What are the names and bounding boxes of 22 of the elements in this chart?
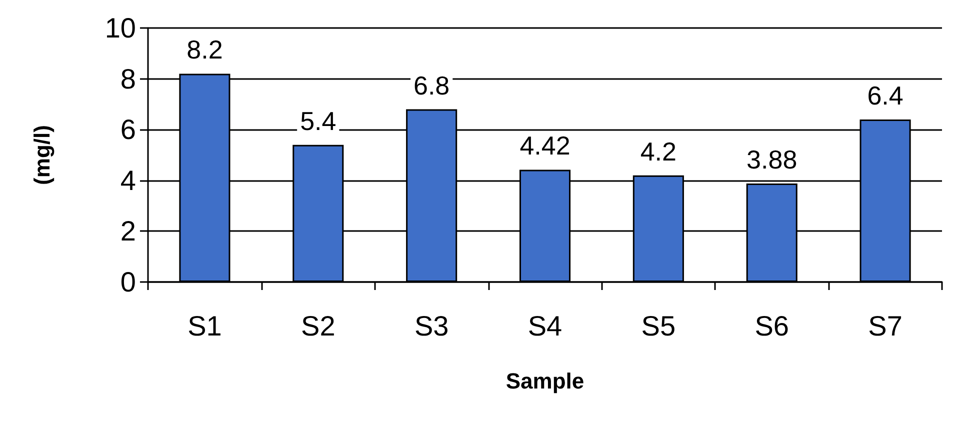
data-label: 8.2 <box>186 34 223 65</box>
x-tick-label: S1 <box>188 310 222 342</box>
x-axis-title: Sample <box>506 368 584 394</box>
y-axis-title: (mg/l) <box>30 125 54 185</box>
x-tick-label: S3 <box>414 310 449 342</box>
y-tick-label: 0 <box>120 266 136 298</box>
y-tick-label: 2 <box>120 216 136 247</box>
data-label: 5.4 <box>300 106 336 136</box>
y-tick-label: 6 <box>120 114 136 146</box>
y-tick-label: 4 <box>120 164 136 196</box>
x-tick-label: S5 <box>641 310 676 342</box>
data-label: 4.2 <box>640 136 677 166</box>
y-tick-label: 10 <box>104 12 136 44</box>
x-tick-label: S2 <box>301 310 336 342</box>
data-label: 6.8 <box>413 70 450 100</box>
data-label: 4.42 <box>520 130 570 161</box>
y-tick-label: 8 <box>120 63 136 94</box>
data-label: 3.88 <box>746 144 798 174</box>
data-label: 6.4 <box>867 80 904 110</box>
x-tick-label: S6 <box>754 310 789 342</box>
x-tick-label: S7 <box>868 310 902 342</box>
x-tick-label: S4 <box>528 310 562 342</box>
